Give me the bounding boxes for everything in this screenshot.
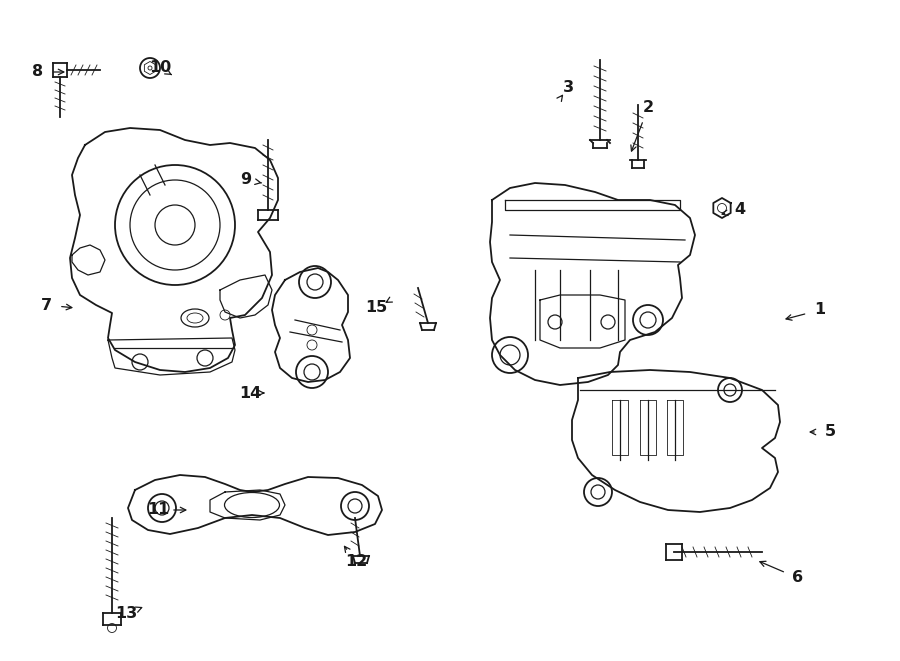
Text: 5: 5 (824, 424, 835, 440)
Text: 13: 13 (115, 607, 137, 621)
Text: 15: 15 (364, 301, 387, 315)
Text: 1: 1 (814, 303, 825, 317)
Text: 14: 14 (238, 385, 261, 401)
Text: 4: 4 (734, 202, 745, 217)
Text: 6: 6 (792, 570, 804, 586)
Text: 7: 7 (40, 297, 51, 313)
Text: 10: 10 (148, 61, 171, 75)
Text: 2: 2 (643, 100, 653, 116)
Text: 11: 11 (147, 502, 169, 518)
Text: 3: 3 (562, 81, 573, 95)
Text: 8: 8 (32, 65, 43, 79)
Text: 12: 12 (345, 555, 367, 570)
Text: 9: 9 (240, 173, 252, 188)
